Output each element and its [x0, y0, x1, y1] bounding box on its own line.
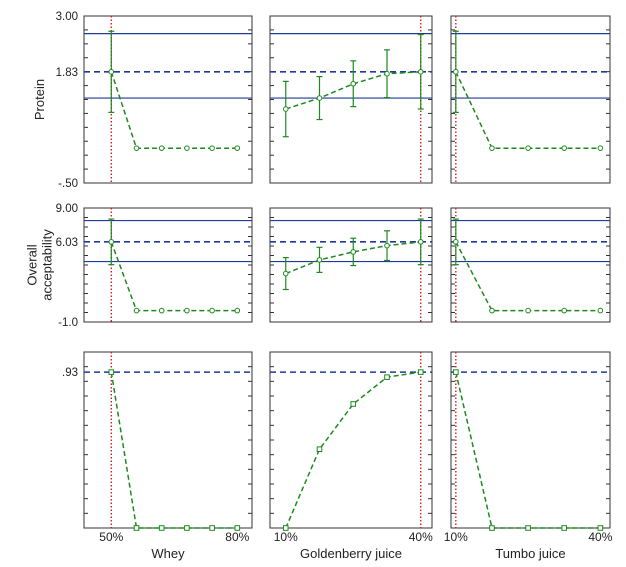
- y-tick-label: 6.03: [56, 237, 78, 249]
- panel-1-1: [269, 207, 433, 323]
- panel-frame: [450, 15, 611, 184]
- data-point: [350, 80, 357, 87]
- data-point: [489, 525, 495, 531]
- data-point: [561, 307, 568, 314]
- y-axis-label: acceptability: [40, 229, 55, 301]
- y-axis-label: Protein: [32, 79, 47, 120]
- data-point: [597, 525, 604, 531]
- panel-frame: [83, 351, 253, 529]
- profile-line: [285, 241, 421, 275]
- profile-line: [455, 371, 601, 529]
- data-point: [234, 307, 241, 314]
- y-axis-label: Overall: [25, 244, 40, 285]
- data-point: [384, 242, 390, 249]
- y-tick-label: -.50: [58, 178, 78, 190]
- data-point: [282, 270, 289, 277]
- data-point: [184, 525, 190, 531]
- profile-line: [110, 71, 238, 149]
- data-point: [417, 239, 424, 245]
- panel-0-1: [269, 15, 433, 184]
- x-axis-label: Whey: [151, 546, 185, 561]
- data-point: [158, 307, 165, 314]
- data-point: [316, 257, 323, 263]
- x-tick-label: 50%: [99, 530, 123, 544]
- panel-frame: [83, 15, 253, 184]
- data-point: [316, 446, 323, 453]
- x-tick-label: 40%: [409, 530, 433, 544]
- panel-2-0: [83, 351, 253, 531]
- panel-1-0: [83, 207, 253, 323]
- data-point: [561, 145, 568, 151]
- data-point: [489, 307, 495, 314]
- data-point: [282, 525, 289, 531]
- data-point: [184, 145, 190, 151]
- y-tick-label: -1.0: [58, 317, 78, 329]
- panel-1-2: [450, 207, 611, 323]
- data-point: [316, 95, 323, 101]
- panel-0-2: [450, 15, 611, 184]
- data-point: [234, 145, 241, 151]
- data-point: [417, 369, 424, 375]
- x-tick-label: 10%: [274, 530, 298, 544]
- data-point: [184, 307, 190, 314]
- panel-2-1: [269, 351, 433, 531]
- data-point: [417, 69, 424, 75]
- data-point: [133, 307, 140, 314]
- data-point: [453, 369, 459, 375]
- data-point: [209, 525, 215, 531]
- profile-line: [455, 71, 601, 149]
- panel-frame: [269, 15, 433, 184]
- profile-line: [285, 371, 421, 529]
- y-tick-label: 3.00: [56, 11, 78, 23]
- data-point: [209, 145, 215, 151]
- x-tick-label: 40%: [588, 530, 612, 544]
- panel-frame: [450, 351, 611, 529]
- data-point: [133, 525, 140, 531]
- data-point: [108, 239, 115, 245]
- data-point: [108, 369, 115, 375]
- data-point: [384, 70, 390, 77]
- data-point: [453, 69, 459, 75]
- data-point: [350, 249, 357, 255]
- data-point: [282, 106, 289, 112]
- data-point: [561, 525, 568, 531]
- data-point: [108, 69, 115, 75]
- data-point: [525, 525, 531, 531]
- data-point: [209, 307, 215, 314]
- data-point: [133, 145, 140, 151]
- x-tick-label: 10%: [444, 530, 468, 544]
- profile-line: [455, 241, 601, 312]
- x-axis-label: Tumbo juice: [495, 546, 565, 561]
- data-point: [350, 401, 357, 407]
- x-tick-label: 80%: [225, 530, 249, 544]
- profile-line: [110, 371, 238, 529]
- data-point: [234, 525, 241, 531]
- data-point: [525, 307, 531, 314]
- panel-frame: [269, 351, 433, 529]
- data-point: [597, 145, 604, 151]
- panel-frame: [450, 207, 611, 323]
- x-axis-label: Goldenberry juice: [300, 546, 402, 561]
- profile-line: [110, 241, 238, 312]
- panel-2-2: [450, 351, 611, 531]
- y-tick-label: 9.00: [56, 203, 78, 215]
- data-point: [597, 307, 604, 314]
- panel-0-0: [83, 15, 253, 184]
- data-point: [489, 145, 495, 151]
- data-point: [158, 525, 165, 531]
- data-point: [158, 145, 165, 151]
- data-point: [384, 374, 390, 380]
- data-point: [525, 145, 531, 151]
- y-tick-label: 1.83: [56, 67, 78, 79]
- y-tick-label: .93: [62, 367, 78, 379]
- data-point: [453, 239, 459, 245]
